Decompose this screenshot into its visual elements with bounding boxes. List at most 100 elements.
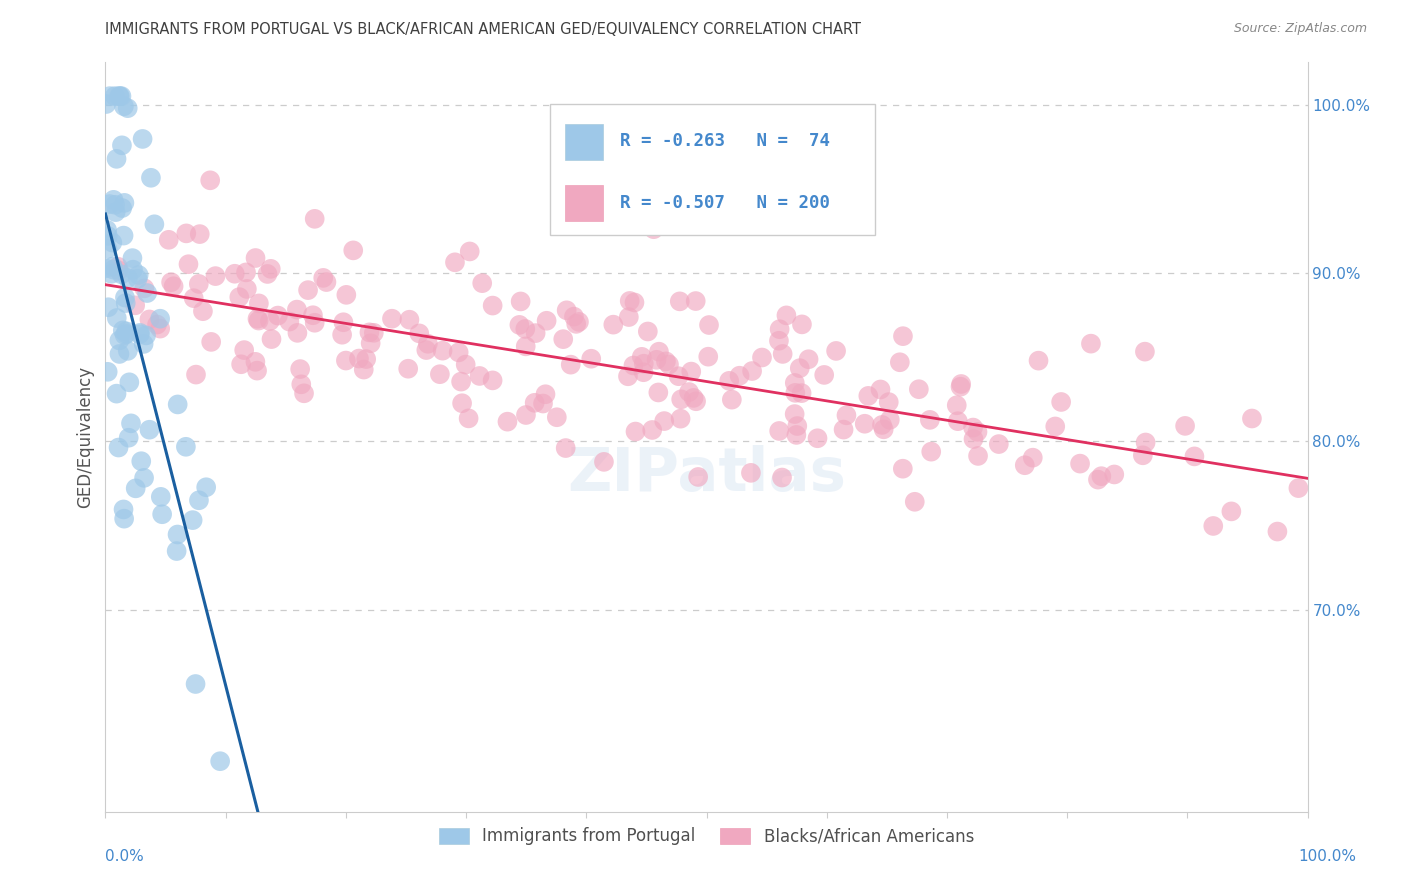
Point <box>188 227 211 241</box>
Point <box>162 279 184 293</box>
Point <box>128 327 150 342</box>
Text: IMMIGRANTS FROM PORTUGAL VS BLACK/AFRICAN AMERICAN GED/EQUIVALENCY CORRELATION C: IMMIGRANTS FROM PORTUGAL VS BLACK/AFRICA… <box>105 22 862 37</box>
Point <box>681 365 703 379</box>
Point <box>235 265 257 279</box>
Point <box>641 423 664 437</box>
Point <box>1022 450 1045 465</box>
Point <box>288 362 311 376</box>
Text: R = -0.507   N = 200: R = -0.507 N = 200 <box>620 194 830 212</box>
Point <box>138 423 160 437</box>
Point <box>768 334 790 348</box>
Point <box>122 262 145 277</box>
Point <box>160 275 183 289</box>
Point <box>920 444 942 458</box>
Point <box>138 312 160 326</box>
Point <box>347 351 370 366</box>
Point <box>1240 411 1263 425</box>
Point <box>451 396 474 410</box>
Point <box>108 89 131 103</box>
Point <box>229 357 252 371</box>
Point <box>1050 395 1073 409</box>
Point <box>918 413 941 427</box>
Point <box>889 355 911 369</box>
Point <box>669 411 692 425</box>
Point <box>149 321 172 335</box>
Point <box>688 470 710 484</box>
Point <box>891 329 914 343</box>
Point <box>554 441 576 455</box>
Point <box>236 282 259 296</box>
Point <box>121 251 143 265</box>
Point <box>398 312 420 326</box>
Point <box>877 395 900 409</box>
Point <box>869 383 891 397</box>
Point <box>565 317 588 331</box>
Legend: Immigrants from Portugal, Blacks/African Americans: Immigrants from Portugal, Blacks/African… <box>432 821 981 852</box>
Text: ZIPatlas: ZIPatlas <box>567 445 846 504</box>
Point <box>645 352 668 367</box>
Point <box>104 89 127 103</box>
Point <box>103 193 125 207</box>
Point <box>481 373 503 387</box>
Point <box>110 268 132 282</box>
Point <box>682 391 704 405</box>
Point <box>987 437 1010 451</box>
Point <box>131 132 153 146</box>
Point <box>581 351 603 366</box>
Point <box>669 392 692 407</box>
Point <box>260 332 283 346</box>
Point <box>444 255 467 269</box>
Point <box>247 313 270 327</box>
Point <box>96 242 118 256</box>
Point <box>858 389 880 403</box>
Point <box>471 276 494 290</box>
Point <box>685 294 707 309</box>
Point <box>204 269 226 284</box>
Point <box>835 409 858 423</box>
Point <box>524 326 547 340</box>
Point <box>873 422 896 436</box>
Point <box>287 326 309 340</box>
Point <box>633 365 655 379</box>
Point <box>132 471 155 485</box>
Point <box>285 302 308 317</box>
Point <box>335 353 357 368</box>
Point <box>945 398 967 412</box>
Point <box>891 461 914 475</box>
Point <box>105 310 128 325</box>
Point <box>111 138 134 153</box>
FancyBboxPatch shape <box>550 103 875 235</box>
Point <box>617 369 640 384</box>
Point <box>950 376 973 391</box>
Point <box>879 413 901 427</box>
Point <box>184 677 207 691</box>
Point <box>290 377 312 392</box>
Point <box>100 267 122 281</box>
Point <box>335 288 357 302</box>
Point <box>1014 458 1036 473</box>
Point <box>114 328 136 343</box>
Point <box>560 358 582 372</box>
Point <box>617 310 640 324</box>
Point <box>166 397 188 411</box>
Point <box>751 351 773 365</box>
Point <box>949 379 972 393</box>
Point <box>1174 418 1197 433</box>
Point <box>98 197 121 211</box>
Point <box>191 304 214 318</box>
Text: 100.0%: 100.0% <box>1299 849 1357 864</box>
Point <box>360 336 382 351</box>
Point <box>396 361 419 376</box>
Point <box>515 339 537 353</box>
Point <box>188 493 211 508</box>
Point <box>853 417 876 431</box>
Point <box>718 374 741 388</box>
Point <box>770 470 793 484</box>
Point <box>962 420 984 434</box>
Point <box>652 414 675 428</box>
Point <box>115 326 138 341</box>
Point <box>429 367 451 381</box>
Point <box>187 277 209 291</box>
Point <box>302 308 325 322</box>
Point <box>630 350 652 364</box>
